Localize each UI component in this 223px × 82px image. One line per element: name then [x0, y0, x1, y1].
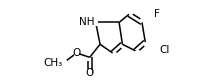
FancyBboxPatch shape	[91, 19, 98, 26]
FancyBboxPatch shape	[152, 11, 156, 17]
FancyBboxPatch shape	[74, 50, 79, 56]
FancyBboxPatch shape	[58, 60, 67, 66]
Text: O: O	[72, 48, 81, 58]
Text: F: F	[154, 9, 160, 19]
FancyBboxPatch shape	[155, 47, 164, 53]
FancyBboxPatch shape	[87, 70, 92, 76]
Text: CH₃: CH₃	[43, 58, 62, 68]
Text: NH: NH	[79, 17, 95, 27]
Text: Cl: Cl	[159, 45, 170, 55]
Text: O: O	[86, 68, 94, 78]
